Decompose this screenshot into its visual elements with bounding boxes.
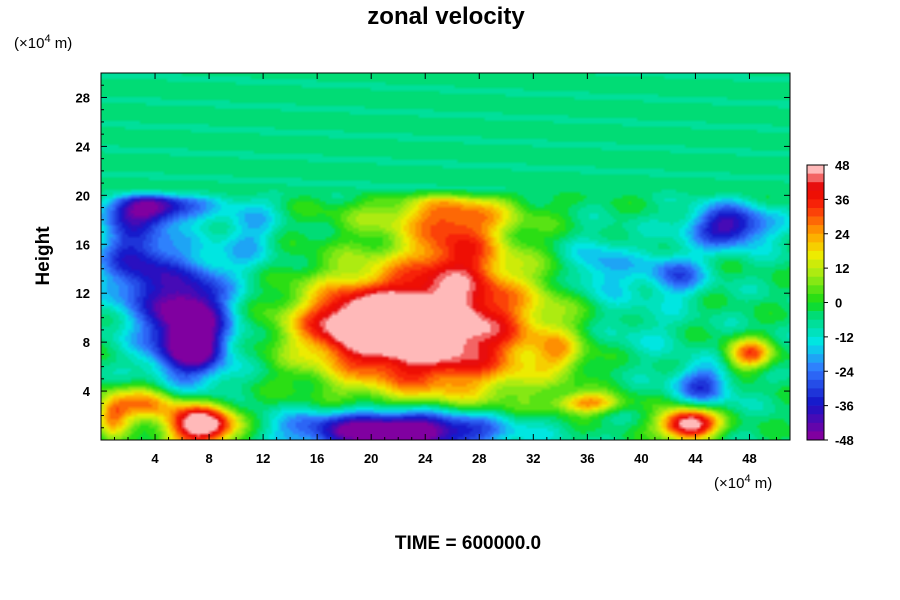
- colorbar-cell: [807, 259, 824, 269]
- colorbar-cell: [807, 379, 824, 389]
- colorbar-cell: [807, 405, 824, 415]
- colorbar-tick-label: -24: [835, 364, 855, 379]
- colorbar-cell: [807, 285, 824, 295]
- colorbar-cell: [807, 336, 824, 346]
- colorbar-cell: [807, 242, 824, 252]
- colorbar-cell: [807, 276, 824, 286]
- x-tick-label: 12: [256, 451, 270, 466]
- colorbar-tick-label: 24: [835, 227, 850, 242]
- colorbar-cell: [807, 388, 824, 398]
- colorbar-cell: [807, 397, 824, 406]
- x-tick-label: 16: [310, 451, 324, 466]
- colorbar-cell: [807, 328, 824, 338]
- velocity-field: [101, 73, 790, 440]
- colorbar-tick-label: 48: [835, 158, 849, 173]
- y-tick-label: 8: [83, 335, 90, 350]
- colorbar-cell: [807, 362, 824, 372]
- colorbar-cell: [807, 345, 824, 355]
- colorbar-cell: [807, 216, 824, 226]
- x-tick-label: 28: [472, 451, 486, 466]
- colorbar-cell: [807, 250, 824, 260]
- chart-title: zonal velocity: [367, 3, 525, 30]
- time-label: TIME = 600000.0: [395, 533, 541, 554]
- x-tick-label: 24: [418, 451, 433, 466]
- colorbar-cell: [807, 173, 824, 183]
- colorbar-cell: [807, 422, 824, 432]
- y-tick-label: 12: [76, 286, 90, 301]
- x-tick-label: 32: [526, 451, 540, 466]
- y-tick-label: 4: [83, 384, 91, 399]
- plot-area: [100, 72, 791, 441]
- x-tick-label: 44: [688, 451, 703, 466]
- colorbar-cell: [807, 311, 824, 320]
- colorbar: 48 36 24 12 0 -12 -24 -36 -48: [806, 158, 855, 448]
- colorbar-cell: [807, 431, 824, 441]
- colorbar-cell: [807, 182, 824, 192]
- y-axis: 4 8 12 16 20 24 28: [76, 84, 790, 429]
- x-axis: 4 8 12 16 20 24 28 32 36 40 44 48: [114, 73, 777, 466]
- colorbar-cell: [807, 371, 824, 381]
- y-tick-label: 16: [76, 237, 90, 252]
- y-axis-unit: (×104 m): [14, 33, 72, 52]
- colorbar-tick-label: -48: [835, 433, 854, 448]
- colorbar-cell: [807, 302, 824, 312]
- colorbar-cell: [807, 199, 824, 209]
- colorbar-cell: [807, 225, 824, 235]
- y-tick-label: 24: [76, 139, 91, 154]
- y-tick-label: 20: [76, 188, 90, 203]
- colorbar-cell: [807, 268, 824, 278]
- colorbar-cell: [807, 414, 824, 424]
- colorbar-tick-label: 0: [835, 296, 842, 311]
- colorbar-cell: [807, 293, 824, 303]
- y-tick-label: 28: [76, 90, 90, 105]
- colorbar-cell: [807, 190, 824, 200]
- colorbar-cell: [807, 233, 824, 243]
- x-tick-label: 40: [634, 451, 648, 466]
- x-axis-unit: (×104 m): [714, 473, 772, 492]
- colorbar-cell: [807, 165, 824, 174]
- colorbar-tick-label: -12: [835, 330, 854, 345]
- x-tick-label: 8: [205, 451, 212, 466]
- x-tick-label: 20: [364, 451, 378, 466]
- x-tick-label: 36: [580, 451, 594, 466]
- colorbar-tick-label: -36: [835, 399, 854, 414]
- y-axis-label: Height: [33, 226, 54, 286]
- x-tick-label: 48: [742, 451, 756, 466]
- colorbar-tick-label: 12: [835, 261, 849, 276]
- x-tick-label: 4: [151, 451, 159, 466]
- colorbar-cell: [807, 319, 824, 329]
- colorbar-cell: [807, 354, 824, 363]
- colorbar-cell: [807, 207, 824, 217]
- colorbar-tick-label: 36: [835, 192, 849, 207]
